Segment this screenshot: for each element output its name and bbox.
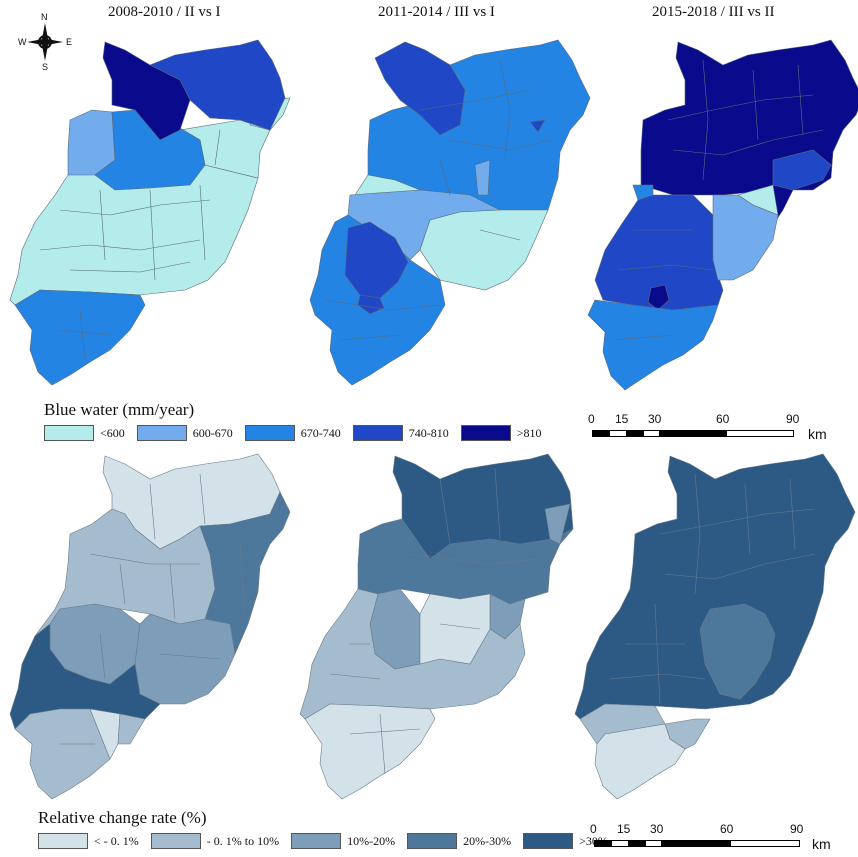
legend-swatch bbox=[38, 833, 88, 849]
map-change-rate-2015-2018 bbox=[574, 453, 856, 800]
legend-swatch bbox=[150, 833, 201, 849]
legend-label: 600-670 bbox=[192, 425, 233, 440]
map-change-rate-2008-2010 bbox=[9, 453, 291, 800]
legend-swatch bbox=[136, 425, 187, 441]
scale-tick-30: 30 bbox=[648, 412, 662, 426]
scale-tick-30: 30 bbox=[650, 822, 664, 836]
map-blue-water-2015-2018 bbox=[587, 39, 858, 391]
compass-east-label: E bbox=[66, 37, 73, 47]
legend-item-change-4: 20%-30% bbox=[407, 833, 511, 849]
legend-item-change-1: < - 0. 1% bbox=[38, 833, 139, 849]
legend-swatch bbox=[291, 833, 342, 849]
legend-item-change-3: 10%-20% bbox=[291, 833, 395, 849]
legend-label: <600 bbox=[100, 425, 125, 440]
legend-swatch bbox=[244, 425, 295, 441]
scale-tick-15: 15 bbox=[615, 412, 629, 426]
scale-bar-bottom: 0 15 30 60 90 km bbox=[590, 822, 858, 854]
legend-label: - 0. 1% to 10% bbox=[206, 833, 280, 848]
legend-label: 10%-20% bbox=[347, 833, 396, 848]
legend-item-blue-3: 670-740 bbox=[244, 425, 341, 441]
panel-title-1: 2008-2010 / II vs I bbox=[108, 4, 221, 20]
legend-item-change-2: - 0. 1% to 10% bbox=[150, 833, 280, 849]
compass-star-icon bbox=[27, 23, 63, 61]
legend-swatch bbox=[352, 425, 403, 441]
compass-west-label: W bbox=[18, 37, 27, 47]
legend-label: 740-810 bbox=[408, 425, 449, 440]
legend-item-blue-2: 600-670 bbox=[136, 425, 233, 441]
legend-label: >810 bbox=[516, 425, 542, 440]
compass-south-label: S bbox=[42, 62, 49, 72]
legend-item-blue-4: 740-810 bbox=[352, 425, 449, 441]
blue-water-legend: <600 600-670 670-740 740-810 >810 bbox=[44, 425, 554, 441]
legend-swatch bbox=[460, 425, 511, 441]
change-rate-legend: < - 0. 1% - 0. 1% to 10% 10%-20% 20%-30%… bbox=[38, 833, 620, 849]
legend-label: < - 0. 1% bbox=[94, 833, 139, 848]
legend-swatch bbox=[523, 833, 574, 849]
panel-title-2: 2011-2014 / III vs I bbox=[378, 4, 495, 20]
compass-rose-icon: N W E S bbox=[18, 12, 73, 72]
legend-item-blue-5: >810 bbox=[460, 425, 542, 441]
map-change-rate-2011-2014 bbox=[299, 453, 574, 800]
scale-unit: km bbox=[812, 836, 831, 852]
scale-tick-0: 0 bbox=[588, 412, 595, 426]
legend-label: 20%-30% bbox=[463, 833, 512, 848]
blue-water-legend-title: Blue water (mm/year) bbox=[44, 400, 195, 419]
legend-swatch bbox=[44, 425, 94, 441]
map-blue-water-2008-2010 bbox=[9, 39, 291, 386]
scale-bar-top: 0 15 30 60 90 km bbox=[588, 412, 858, 444]
scale-tick-90: 90 bbox=[786, 412, 800, 426]
legend-swatch bbox=[407, 833, 458, 849]
scale-tick-0: 0 bbox=[590, 822, 597, 836]
change-legend-title: Relative change rate (%) bbox=[38, 808, 207, 827]
legend-item-blue-1: <600 bbox=[44, 425, 125, 441]
panel-title-3: 2015-2018 / III vs II bbox=[652, 4, 775, 20]
compass-north-label: N bbox=[41, 12, 48, 22]
scale-tick-15: 15 bbox=[617, 822, 631, 836]
scale-tick-90: 90 bbox=[790, 822, 804, 836]
scale-tick-60: 60 bbox=[716, 412, 730, 426]
map-blue-water-2011-2014 bbox=[309, 39, 591, 386]
legend-label: 670-740 bbox=[300, 425, 341, 440]
scale-tick-60: 60 bbox=[720, 822, 734, 836]
scale-unit: km bbox=[808, 426, 827, 442]
